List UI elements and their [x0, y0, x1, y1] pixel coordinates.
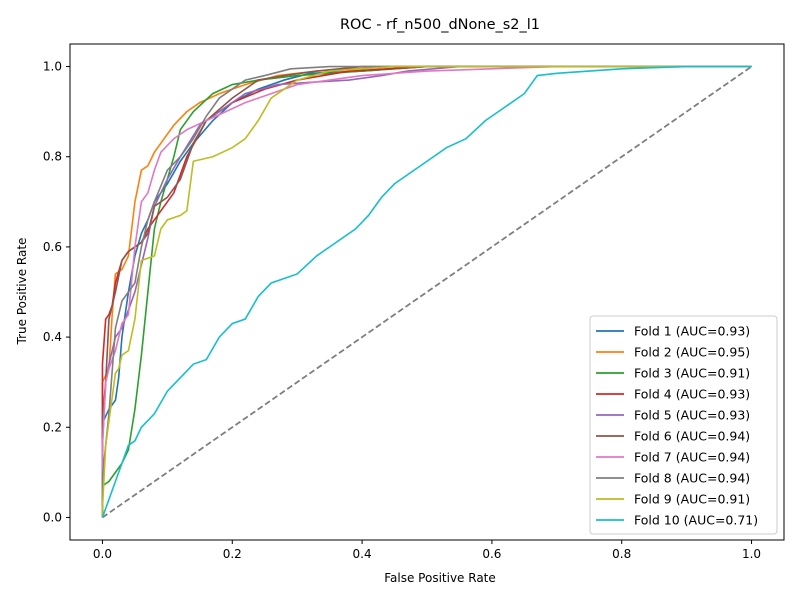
legend-label-fold-6: Fold 6 (AUC=0.94) [634, 429, 750, 444]
y-tick-label: 1.0 [43, 60, 62, 74]
legend-box [589, 315, 778, 535]
legend-label-fold-2: Fold 2 (AUC=0.95) [634, 345, 750, 360]
y-tick-label: 0.4 [43, 330, 62, 344]
legend-label-fold-7: Fold 7 (AUC=0.94) [634, 450, 750, 465]
legend-label-fold-3: Fold 3 (AUC=0.91) [634, 366, 750, 381]
x-tick-label: 0.8 [612, 547, 631, 561]
x-axis: 0.0 0.2 0.4 0.6 0.8 1.0 [93, 540, 761, 561]
series-line-fold-10 [101, 65, 752, 518]
x-tick-label: 0.4 [353, 547, 372, 561]
x-axis-label: False Positive Rate [384, 571, 496, 585]
y-tick-label: 0.6 [43, 240, 62, 254]
y-axis-label: True Positive Rate [15, 238, 29, 346]
series-line-fold-5 [101, 65, 752, 518]
plot-area [69, 43, 785, 541]
y-tick-label: 0.0 [43, 510, 62, 524]
legend-label-fold-9: Fold 9 (AUC=0.91) [634, 492, 750, 507]
x-tick-label: 0.6 [482, 547, 501, 561]
series-layer [101, 65, 752, 518]
y-tick-label: 0.8 [43, 150, 62, 164]
legend: Fold 1 (AUC=0.93) Fold 2 (AUC=0.95) Fold 3… [589, 315, 778, 535]
chart-title: ROC - rf_n500_dNone_s2_l1 [340, 17, 540, 33]
legend-label-fold-5: Fold 5 (AUC=0.93) [634, 408, 750, 423]
series-line-fold-6 [101, 65, 752, 518]
chance-diagonal-line [101, 65, 753, 519]
diagonal-layer [101, 65, 753, 519]
x-tick-label: 0.0 [93, 547, 112, 561]
series-line-fold-9 [101, 65, 752, 518]
x-tick-label: 1.0 [742, 547, 761, 561]
legend-label-fold-1: Fold 1 (AUC=0.93) [634, 324, 750, 339]
series-line-fold-7 [101, 65, 752, 518]
legend-label-fold-10: Fold 10 (AUC=0.71) [634, 513, 758, 528]
y-tick-label: 0.2 [43, 420, 62, 434]
series-line-fold-8 [101, 65, 752, 518]
legend-label-fold-4: Fold 4 (AUC=0.93) [634, 387, 750, 402]
x-tick-label: 0.2 [223, 547, 242, 561]
y-axis: 0.0 0.2 0.4 0.6 0.8 1.0 [43, 60, 70, 524]
legend-label-fold-8: Fold 8 (AUC=0.94) [634, 471, 750, 486]
axes-frame [69, 43, 785, 541]
